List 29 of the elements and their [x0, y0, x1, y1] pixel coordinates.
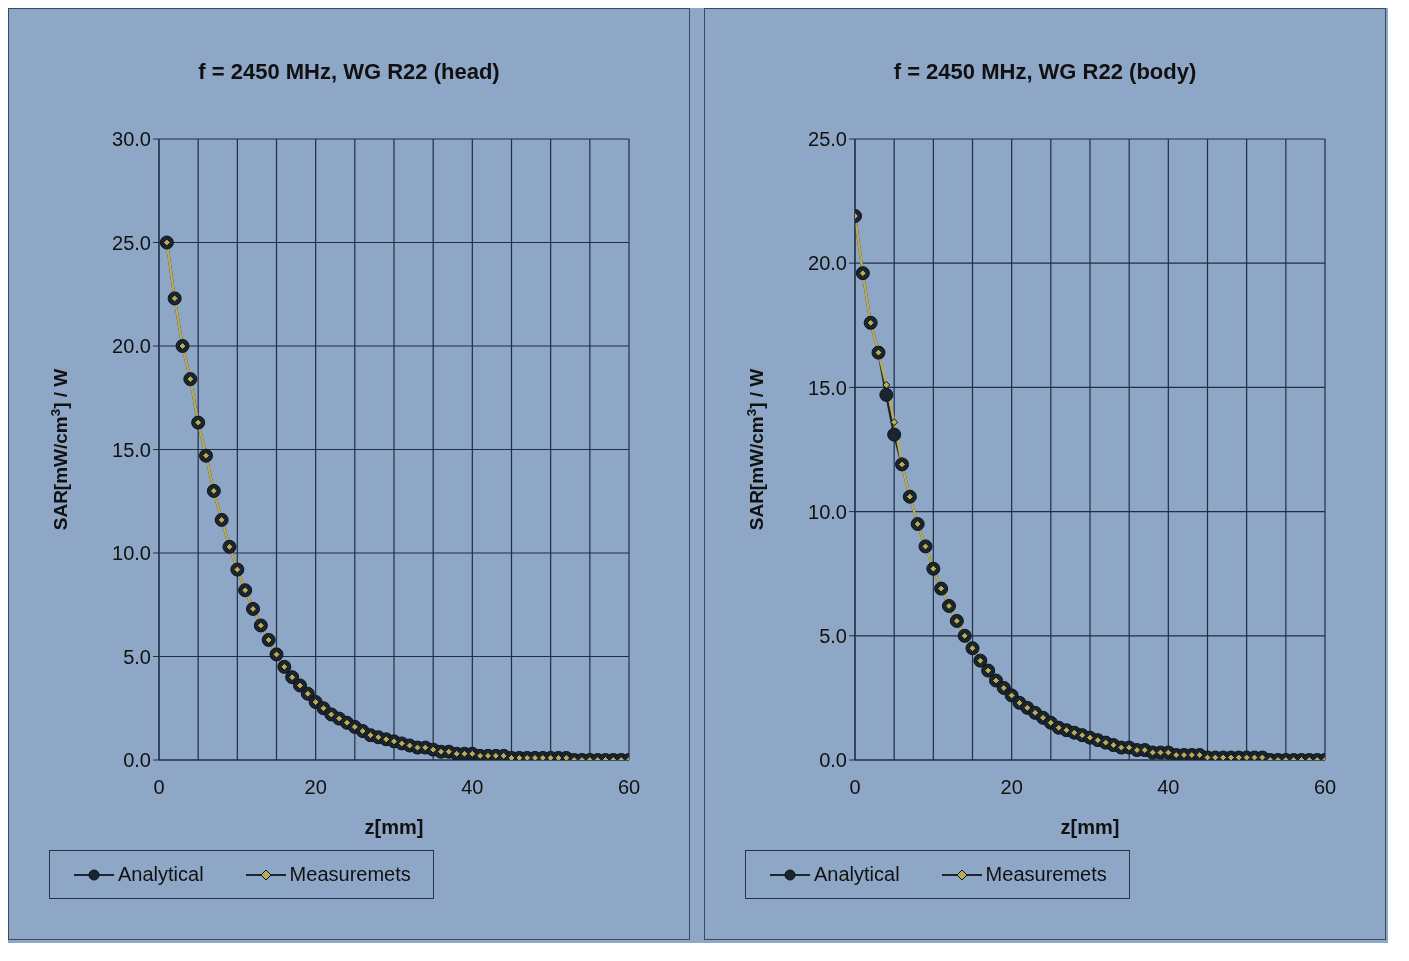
x-tick-label: 20 [1000, 776, 1023, 799]
x-tick-label: 40 [461, 776, 484, 799]
legend-label: Measuremets [288, 863, 411, 886]
x-tick-label: 40 [1157, 776, 1180, 799]
legend-label: Measuremets [984, 863, 1107, 886]
y-tick-label: 25.0 [808, 128, 847, 151]
chart-title: f = 2450 MHz, WG R22 (head) [197, 59, 501, 85]
y-tick-label: 20.0 [808, 252, 847, 275]
y-tick-label: 15.0 [808, 376, 847, 399]
legend-label: Analytical [813, 863, 900, 886]
x-tick-label: 0 [153, 776, 165, 799]
y-tick-label: 10.0 [808, 500, 847, 523]
y-tick-label: 30.0 [112, 128, 151, 151]
y-tick-label: 0.0 [123, 749, 151, 772]
x-tick-label: 60 [617, 776, 641, 799]
x-axis-title: z[mm] [364, 816, 424, 838]
chart-title: f = 2450 MHz, WG R22 (body) [892, 59, 1198, 85]
y-tick-label: 25.0 [112, 231, 151, 254]
y-tick-label: 0.0 [819, 749, 847, 772]
y-tick-label: 10.0 [112, 542, 151, 565]
x-axis-title: z[mm] [1060, 816, 1120, 838]
x-tick-label: 60 [1313, 776, 1337, 799]
y-tick-label: 5.0 [123, 645, 151, 668]
legend-label: Analytical [117, 863, 204, 886]
y-tick-label: 15.0 [112, 438, 151, 461]
y-tick-label: 5.0 [819, 624, 847, 647]
x-tick-label: 20 [304, 776, 327, 799]
x-tick-label: 0 [849, 776, 861, 799]
y-tick-label: 20.0 [112, 335, 151, 358]
